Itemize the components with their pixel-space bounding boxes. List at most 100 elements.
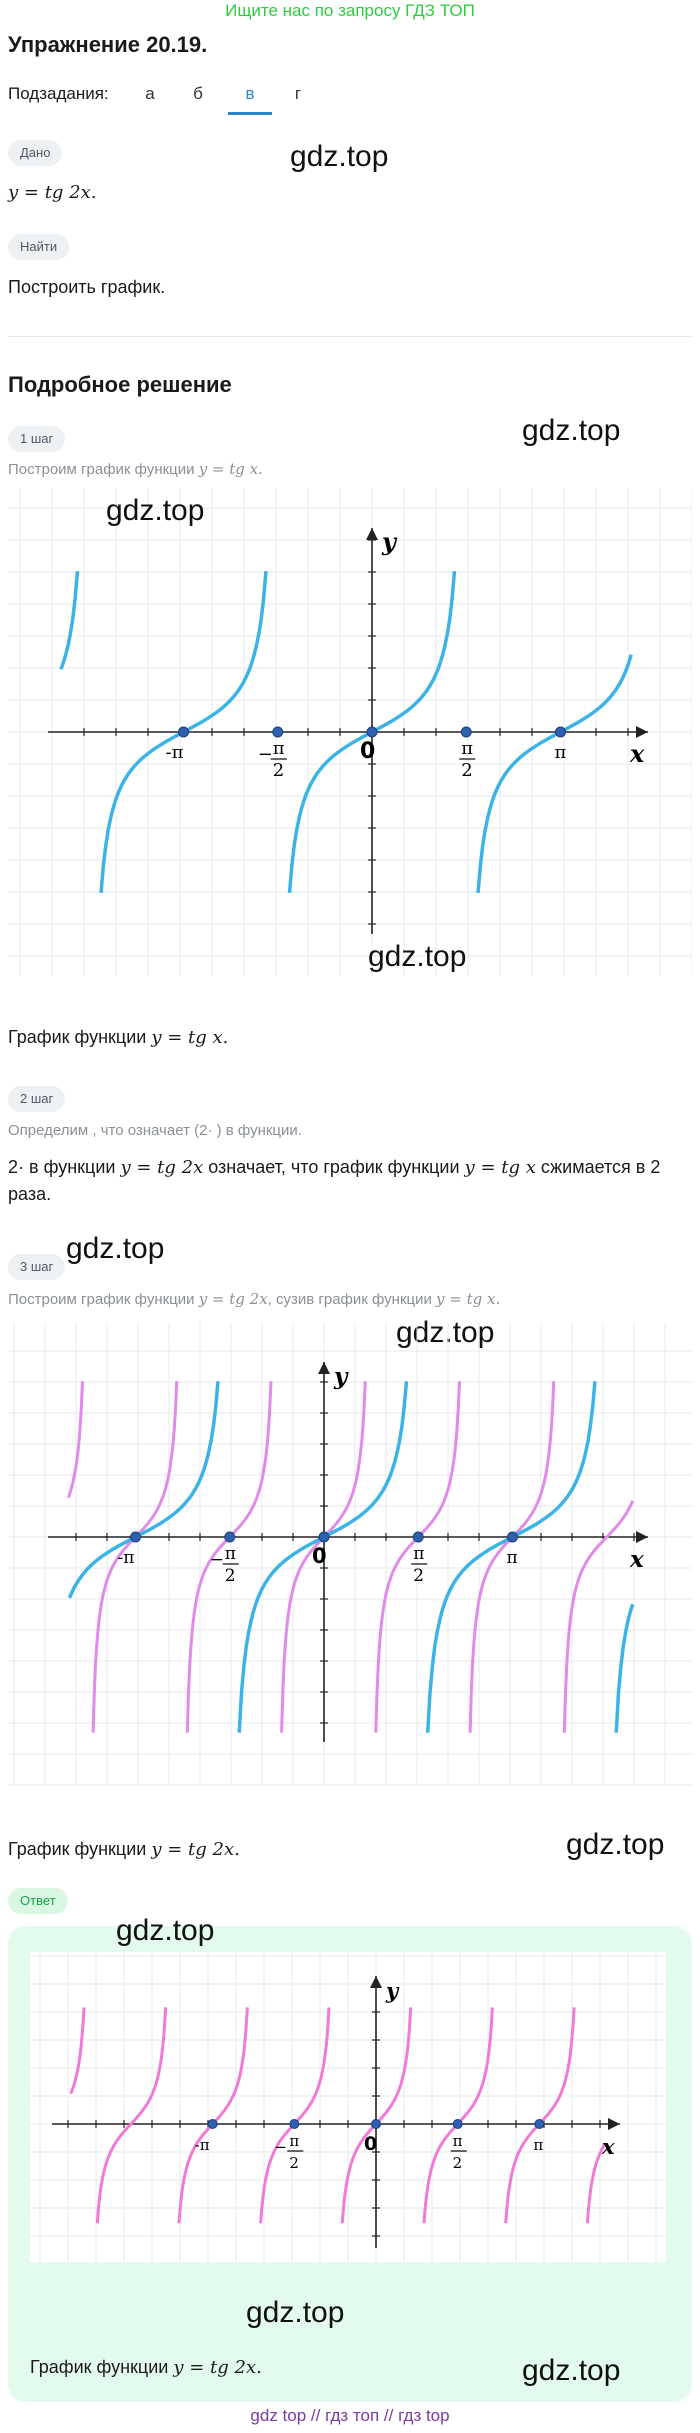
neg-pi-label: -π [118, 1548, 135, 1568]
marked-point [412, 1531, 424, 1543]
solution-title: Подробное решение [8, 372, 232, 397]
tg-2x-curve [91, 1381, 179, 1733]
watermark: gdz.top [522, 414, 621, 447]
watermark: gdz.top [566, 1828, 665, 1861]
marked-point [289, 2119, 300, 2129]
watermark: gdz.top [522, 2354, 621, 2387]
watermark: gdz.top [290, 140, 389, 173]
marked-point [178, 726, 190, 738]
x-axis-arrow [608, 2118, 620, 2130]
active-tab-indicator [228, 112, 272, 115]
marked-point [272, 726, 284, 738]
half-pi-numerator: π [273, 738, 285, 759]
tg-2x-curve [585, 2143, 607, 2224]
tg-2x-curve [95, 2007, 168, 2224]
y-axis-label: y [381, 527, 398, 556]
x-axis-arrow [636, 726, 648, 738]
pi-label: π [533, 2136, 543, 2154]
step-2-badge: 2 шаг [8, 1086, 66, 1112]
marked-point [506, 1531, 518, 1543]
x-axis-arrow [636, 1531, 648, 1543]
neg-pi-label: -π [195, 2136, 210, 2154]
y-axis-arrow [318, 1362, 330, 1374]
subtask-tab-a[interactable]: а [145, 84, 155, 103]
subtask-tab-v[interactable]: в [245, 84, 255, 103]
marked-point [130, 1531, 142, 1543]
subtask-tab-b[interactable]: б [193, 84, 203, 103]
marked-point [366, 726, 378, 738]
search-hint-link[interactable]: Ищите нас по запросу ГДЗ ТОП [225, 1, 475, 20]
watermark: gdz.top [246, 2296, 345, 2329]
marked-point [224, 1531, 236, 1543]
tg-x-curve [476, 654, 633, 894]
minus-sign: − [274, 2138, 287, 2156]
marked-point [318, 1531, 330, 1543]
origin-label: 0 [364, 2133, 377, 2155]
half-pi-numerator: π [225, 1544, 236, 1564]
half-pi-denominator: 2 [453, 2154, 463, 2172]
half-pi-denominator: 2 [289, 2154, 299, 2172]
y-axis-label: y [385, 1978, 400, 2003]
exercise-title: Упражнение 20.19. [8, 32, 208, 57]
y-axis-arrow [366, 528, 378, 540]
find-badge: Найти [8, 234, 70, 260]
footer-links[interactable]: gdz top // гдз топ // гдз top [250, 2406, 450, 2425]
tg-x-curve [614, 1603, 635, 1733]
tg-2x-curve [562, 1500, 635, 1733]
step-1-text: Построим график функции y = tg x. [8, 460, 263, 478]
tg-2x-curve [66, 1381, 84, 1499]
pi-label: π [506, 1548, 517, 1568]
marked-point [452, 2119, 463, 2129]
watermark: gdz.top [66, 1232, 165, 1265]
half-pi-numerator: π [461, 738, 473, 759]
origin-label: 0 [312, 1544, 327, 1568]
step-1-badge: 1 шаг [8, 426, 66, 452]
half-pi-denominator: 2 [225, 1566, 236, 1586]
neg-pi-label: -π [166, 742, 184, 763]
tg-x-curve [59, 570, 80, 670]
step-2-text: Определим , что означает (2· ) в функции… [8, 1122, 302, 1139]
half-pi-denominator: 2 [273, 760, 284, 781]
half-pi-denominator: 2 [413, 1566, 424, 1586]
divider [8, 336, 692, 337]
subtasks-label: Подзадания: [8, 84, 109, 103]
subtask-tab-g[interactable]: г [294, 84, 302, 103]
x-axis-label: x [601, 2134, 615, 2159]
marked-point [371, 2119, 381, 2129]
given-badge: Дано [8, 140, 63, 166]
tg-x-curve [67, 1381, 220, 1599]
marked-point [534, 2119, 545, 2129]
watermark: gdz.top [106, 494, 205, 527]
answer-caption: График функции y = tg 2x. [30, 2357, 262, 2378]
step-1-caption: График функции y = tg x. [8, 1027, 229, 1048]
marked-point [207, 2119, 218, 2129]
find-text: Построить график. [8, 277, 166, 297]
given-formula: y = tg 2x. [8, 182, 97, 203]
x-axis-label: x [629, 1546, 644, 1573]
x-axis-label: x [629, 739, 645, 768]
step-3-caption: График функции y = tg 2x. [8, 1839, 240, 1860]
y-axis-arrow [370, 1976, 382, 1988]
watermark: gdz.top [116, 1914, 215, 1947]
half-pi-numerator: π [289, 2132, 299, 2150]
marked-point [460, 726, 472, 738]
origin-label: 0 [360, 739, 375, 764]
marked-point [554, 726, 566, 738]
step-3-badge: 3 шаг [8, 1254, 66, 1280]
pi-label: π [554, 742, 566, 763]
minus-sign: − [258, 744, 273, 765]
watermark: gdz.top [368, 940, 467, 973]
half-pi-numerator: π [453, 2132, 463, 2150]
y-axis-label: y [333, 1363, 349, 1390]
half-pi-denominator: 2 [461, 760, 472, 781]
answer-badge: Ответ [8, 1888, 68, 1914]
step-3-text: Построим график функции y = tg 2x, сузив… [8, 1290, 501, 1308]
half-pi-numerator: π [413, 1544, 424, 1564]
tg-2x-curve [69, 2007, 86, 2095]
minus-sign: − [210, 1550, 224, 1570]
watermark: gdz.top [396, 1316, 495, 1349]
step-2-explanation: 2· в функции y = tg 2x означает, что гра… [8, 1157, 661, 1204]
